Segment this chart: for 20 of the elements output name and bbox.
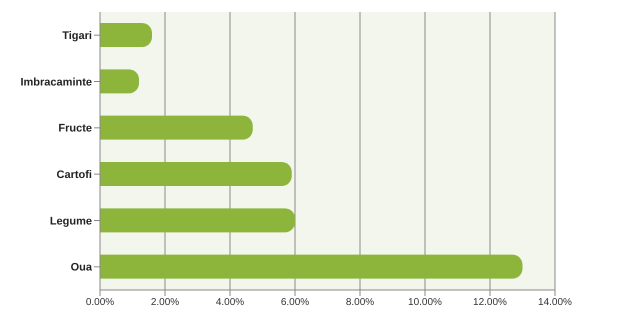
x-tick-label: 10.00% [408, 297, 442, 308]
bar [100, 69, 139, 94]
y-tick-label: Tigari [62, 30, 92, 42]
y-tick-label: Imbracaminte [20, 76, 92, 88]
x-tick-label: 8.00% [346, 297, 374, 308]
y-tick-label: Cartofi [56, 169, 92, 182]
x-tick-label: 4.00% [216, 297, 244, 308]
x-tick-label: 2.00% [150, 297, 180, 308]
bar [100, 23, 152, 47]
bar [100, 162, 292, 186]
bar [100, 208, 295, 232]
y-tick-label: Legume [50, 215, 92, 228]
bar [100, 116, 253, 140]
bar [100, 254, 522, 279]
y-tick-label: Fructe [58, 122, 92, 135]
x-tick-label: 14.00% [538, 297, 572, 308]
y-tick-label: Oua [70, 262, 93, 274]
x-tick-label: 12.00% [473, 297, 508, 308]
x-tick-label: 6.00% [280, 297, 310, 308]
x-tick-label: 0.00% [86, 297, 114, 308]
